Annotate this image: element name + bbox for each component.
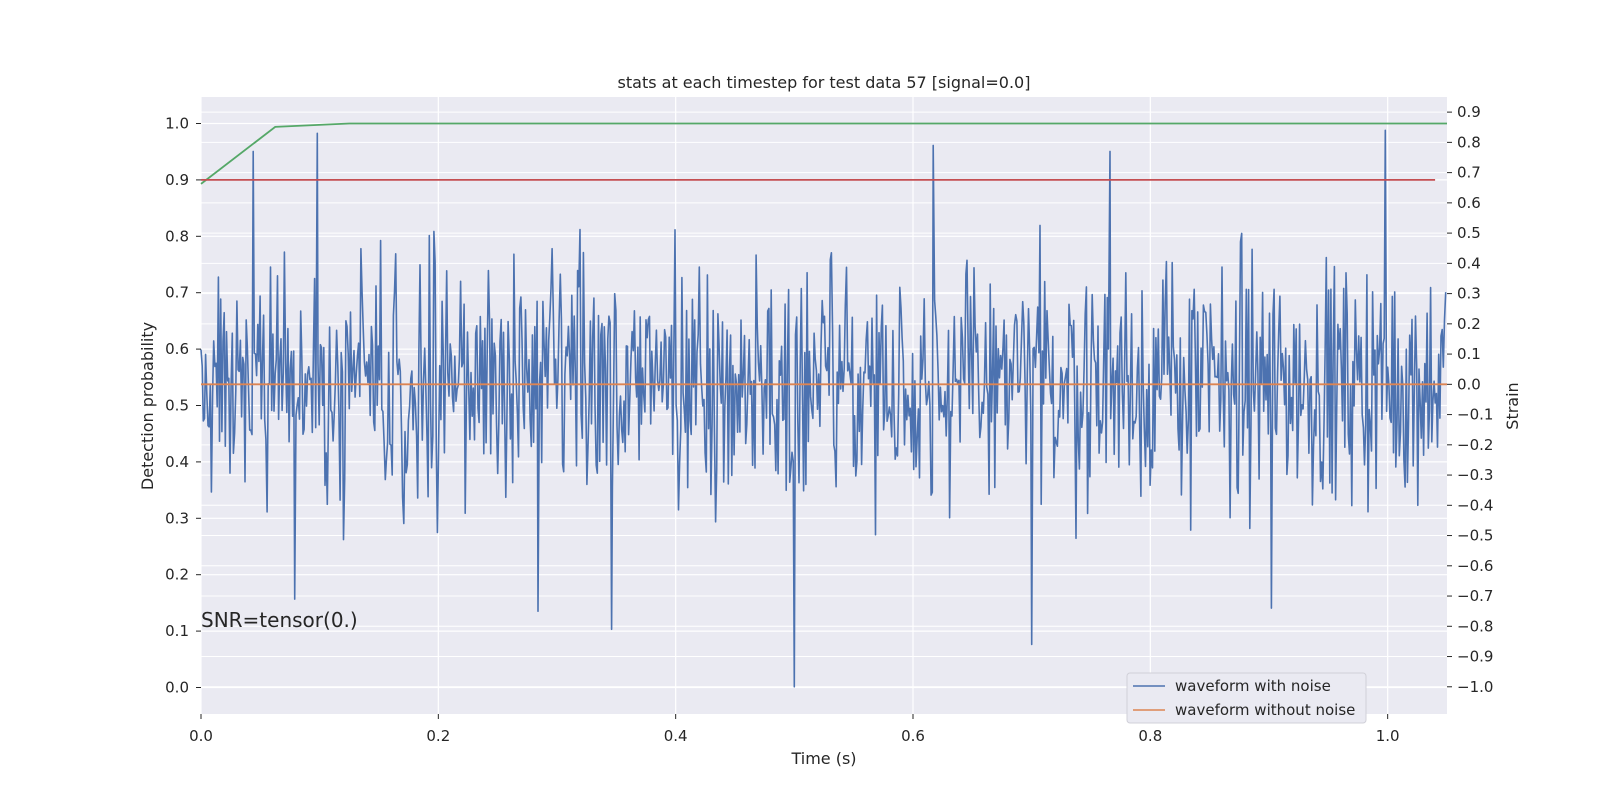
y-tick-label-left: 0.0 — [165, 678, 189, 696]
y-tick-label-right: −0.8 — [1457, 617, 1493, 635]
y-tick-label-right: 0.7 — [1457, 164, 1481, 182]
y-tick-label-right: 0.2 — [1457, 315, 1481, 333]
y-tick-label-left: 0.3 — [165, 509, 189, 527]
x-tick-label: 0.6 — [901, 727, 925, 745]
y-tick-label-right: 0.3 — [1457, 285, 1481, 303]
x-tick-label: 1.0 — [1376, 727, 1400, 745]
y-axis-label-left: Detection probability — [138, 322, 157, 490]
y-tick-label-left: 0.2 — [165, 566, 189, 584]
series-waveform-with-noise — [200, 129, 1447, 688]
y-tick-label-left: 0.7 — [165, 284, 189, 302]
x-tick-label: 0.8 — [1138, 727, 1162, 745]
y-tick-label-left: 0.5 — [165, 397, 189, 415]
snr-annotation: SNR=tensor(0.) — [201, 608, 358, 632]
y-tick-label-left: 0.8 — [165, 227, 189, 245]
x-axis-label: Time (s) — [790, 749, 856, 768]
y-tick-label-right: −0.1 — [1457, 406, 1493, 424]
y-tick-label-left: 0.4 — [165, 453, 189, 471]
y-tick-label-left: 0.1 — [165, 622, 189, 640]
legend-box — [1126, 672, 1367, 724]
y-tick-label-right: −1.0 — [1457, 678, 1493, 696]
y-tick-label-right: −0.2 — [1457, 436, 1493, 454]
chart-title: stats at each timestep for test data 57 … — [618, 73, 1031, 92]
series-detection-probability — [200, 122, 1447, 185]
x-tick-label: 0.4 — [664, 727, 688, 745]
y-tick-label-right: 0.1 — [1457, 345, 1481, 363]
y-tick-label-right: −0.7 — [1457, 587, 1493, 605]
grid — [200, 97, 1447, 714]
y-tick-label-right: −0.5 — [1457, 527, 1493, 545]
y-tick-label-right: 0.9 — [1457, 103, 1481, 121]
legend-label-noisy: waveform with noise — [1175, 677, 1331, 695]
y-tick-label-right: 0.0 — [1457, 375, 1481, 393]
series-layer — [200, 122, 1447, 688]
y-tick-label-right: −0.9 — [1457, 648, 1493, 666]
x-tick-label: 0.2 — [426, 727, 450, 745]
legend-label-clean: waveform without noise — [1175, 701, 1355, 719]
y-axis-label-right: Strain — [1503, 382, 1522, 429]
axes: 0.0 0.2 0.4 0.6 0.8 1.0 0.0 0.1 0.2 0.3 0.4 0.5 0.6 0… — [165, 103, 1493, 745]
x-tick-label: 0.0 — [189, 727, 213, 745]
y-tick-label-right: −0.6 — [1457, 557, 1493, 575]
y-tick-label-left: 0.6 — [165, 340, 189, 358]
y-tick-label-right: 0.6 — [1457, 194, 1481, 212]
legend: waveform with noise waveform without noi… — [1126, 672, 1367, 724]
y-tick-label-right: −0.4 — [1457, 496, 1493, 514]
y-tick-label-right: 0.8 — [1457, 133, 1481, 151]
y-tick-label-left: 1.0 — [165, 115, 189, 133]
y-tick-label-right: 0.4 — [1457, 254, 1481, 272]
y-tick-label-right: 0.5 — [1457, 224, 1481, 242]
y-tick-label-left: 0.9 — [165, 171, 189, 189]
y-tick-label-right: −0.3 — [1457, 466, 1493, 484]
